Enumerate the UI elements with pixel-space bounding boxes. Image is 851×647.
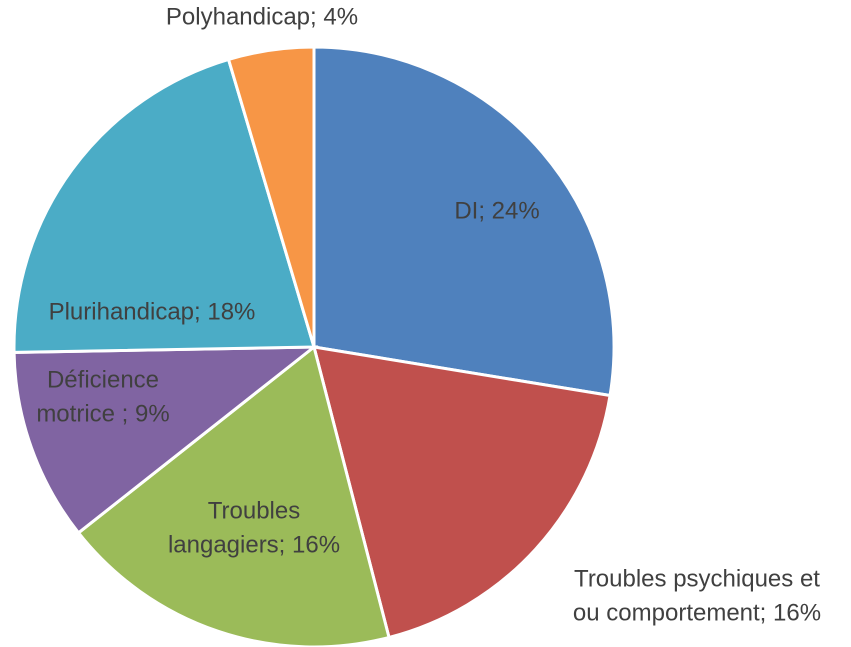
pie-slice [226,45,316,348]
data-label: Troubles psychiques et [574,565,820,592]
data-label: motrice ; 9% [36,400,169,427]
data-label: ou comportement; 16% [573,599,821,626]
data-label: Troubles [208,497,300,524]
data-label: Polyhandicap; 4% [166,3,358,30]
pie-slice [12,345,319,535]
pie-slice [311,345,612,640]
data-label: DI; 24% [454,197,539,224]
pie-slice [12,57,316,354]
data-label: langagiers; 16% [168,531,340,558]
pie-slice [312,45,616,398]
data-label: Déficience [47,366,159,393]
data-label: Plurihandicap; 18% [49,298,256,325]
pie-slice [76,344,391,647]
